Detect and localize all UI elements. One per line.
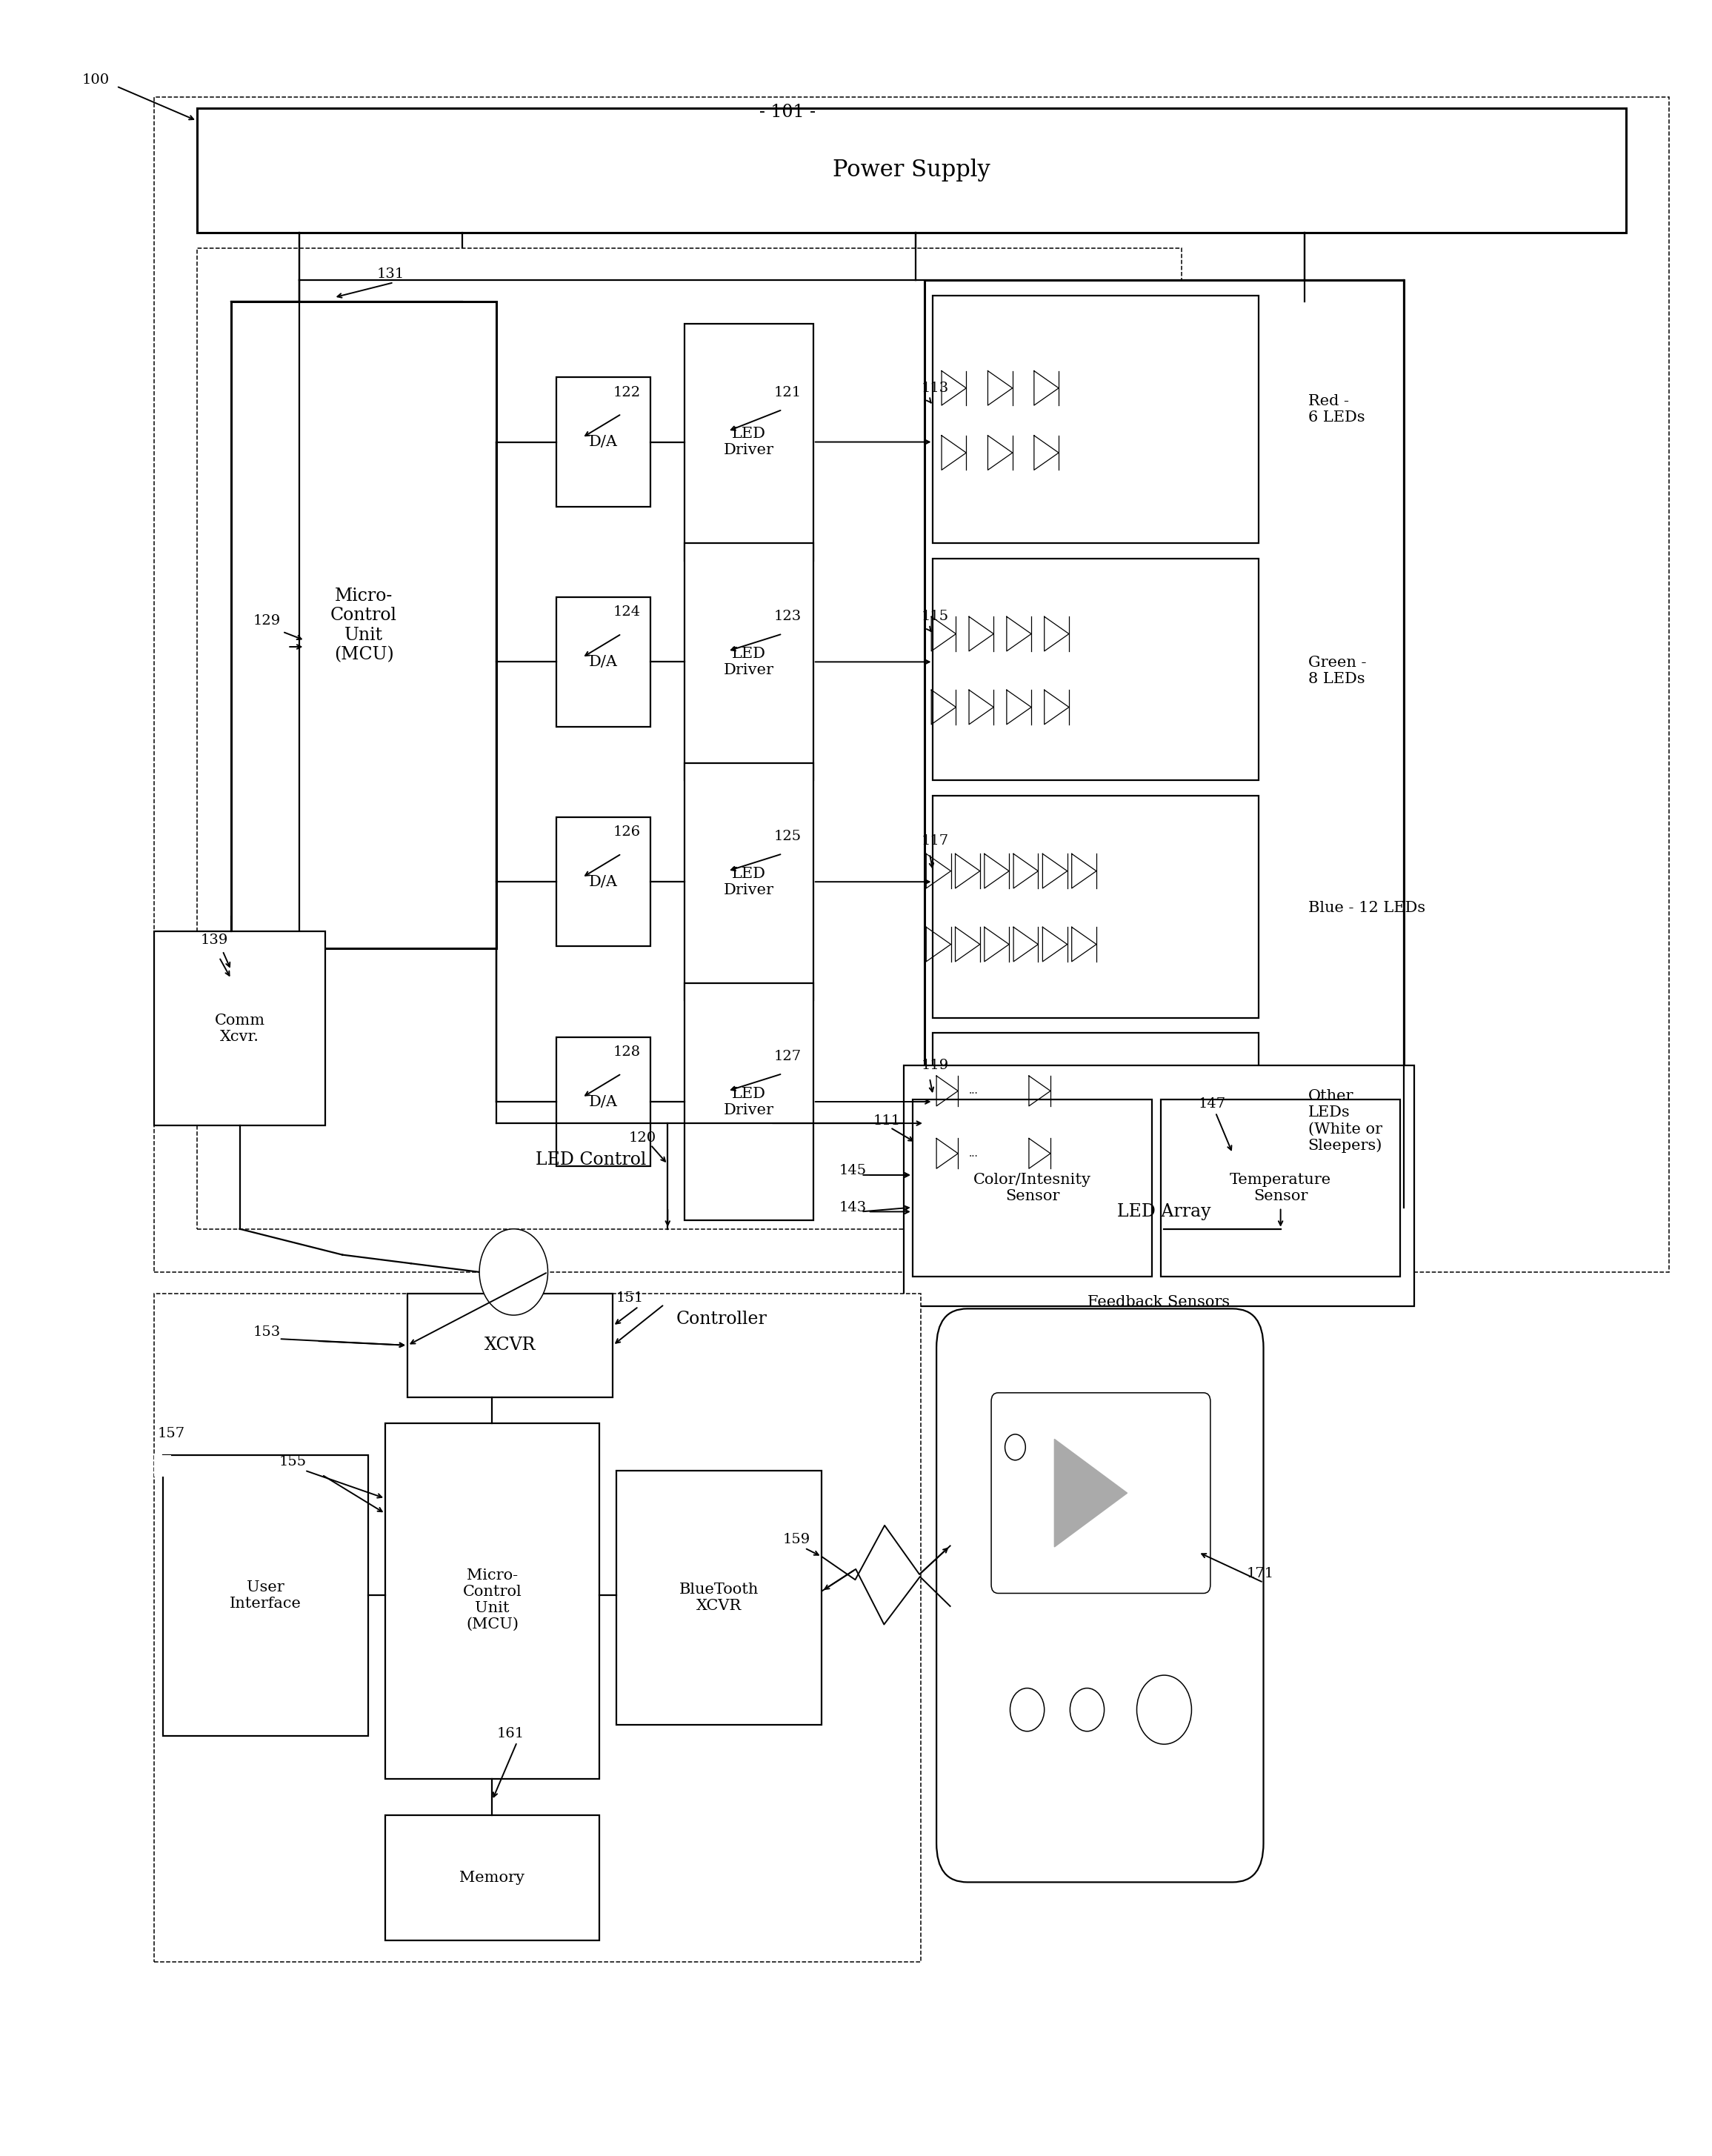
Text: Power Supply: Power Supply	[832, 160, 991, 181]
Circle shape	[1005, 1434, 1025, 1460]
Text: BlueTooth
XCVR: BlueTooth XCVR	[680, 1583, 758, 1613]
Text: D/A: D/A	[589, 436, 618, 448]
FancyBboxPatch shape	[936, 1309, 1263, 1882]
Text: LED
Driver: LED Driver	[724, 427, 774, 457]
FancyBboxPatch shape	[385, 1815, 599, 1940]
Text: 171: 171	[1246, 1567, 1274, 1580]
Text: Red -
6 LEDs: Red - 6 LEDs	[1308, 395, 1364, 425]
Text: 139: 139	[200, 934, 228, 946]
FancyBboxPatch shape	[933, 558, 1258, 780]
Text: 120: 120	[628, 1132, 656, 1145]
Text: Comm
Xcvr.: Comm Xcvr.	[214, 1013, 265, 1044]
Polygon shape	[1055, 1440, 1126, 1548]
FancyBboxPatch shape	[685, 763, 813, 1000]
Text: 147: 147	[1198, 1097, 1226, 1110]
Text: 131: 131	[377, 267, 404, 280]
Text: ...: ...	[969, 1149, 979, 1158]
Text: Micro-
Control
Unit
(MCU): Micro- Control Unit (MCU)	[462, 1567, 522, 1632]
FancyBboxPatch shape	[924, 280, 1404, 1229]
Text: 122: 122	[613, 386, 640, 399]
FancyBboxPatch shape	[154, 931, 325, 1125]
Text: Feedback Sensors: Feedback Sensors	[1087, 1296, 1231, 1309]
Text: 124: 124	[613, 606, 640, 619]
FancyBboxPatch shape	[154, 1294, 921, 1962]
Text: 159: 159	[782, 1533, 810, 1546]
Circle shape	[479, 1229, 548, 1315]
Text: D/A: D/A	[589, 655, 618, 668]
Text: Memory: Memory	[459, 1871, 526, 1884]
Text: Other
LEDs
(White or
Sleepers): Other LEDs (White or Sleepers)	[1308, 1089, 1382, 1153]
Text: 161: 161	[496, 1727, 524, 1740]
Text: Blue - 12 LEDs: Blue - 12 LEDs	[1308, 901, 1424, 914]
Text: 117: 117	[921, 834, 948, 847]
Text: 127: 127	[774, 1050, 801, 1063]
Text: 121: 121	[774, 386, 801, 399]
FancyBboxPatch shape	[154, 97, 1669, 1272]
Text: 143: 143	[839, 1201, 866, 1214]
Text: XCVR: XCVR	[484, 1337, 536, 1354]
FancyBboxPatch shape	[1161, 1100, 1400, 1276]
Text: LED
Driver: LED Driver	[724, 647, 774, 677]
Text: 115: 115	[921, 610, 948, 623]
FancyBboxPatch shape	[933, 295, 1258, 543]
Text: 125: 125	[774, 830, 801, 843]
FancyBboxPatch shape	[556, 1037, 651, 1166]
Text: Temperature
Sensor: Temperature Sensor	[1229, 1173, 1332, 1203]
Text: Micro-
Control
Unit
(MCU): Micro- Control Unit (MCU)	[330, 586, 397, 664]
Circle shape	[1137, 1675, 1192, 1744]
FancyBboxPatch shape	[154, 1455, 171, 1477]
Text: 155: 155	[279, 1455, 306, 1468]
FancyBboxPatch shape	[556, 597, 651, 727]
Text: 111: 111	[873, 1115, 901, 1128]
FancyBboxPatch shape	[556, 817, 651, 946]
Text: 129: 129	[253, 614, 281, 627]
FancyBboxPatch shape	[163, 1455, 368, 1736]
Text: LED
Driver: LED Driver	[724, 867, 774, 897]
Text: Green -
8 LEDs: Green - 8 LEDs	[1308, 655, 1366, 686]
FancyBboxPatch shape	[933, 796, 1258, 1018]
FancyBboxPatch shape	[385, 1423, 599, 1779]
Text: 119: 119	[921, 1059, 948, 1072]
Text: - 101 -: - 101 -	[760, 103, 815, 121]
Text: 128: 128	[613, 1046, 640, 1059]
FancyBboxPatch shape	[231, 302, 496, 949]
FancyBboxPatch shape	[197, 248, 1181, 1229]
Circle shape	[1010, 1688, 1044, 1731]
Text: 126: 126	[613, 826, 640, 839]
Text: ...: ...	[969, 1087, 979, 1095]
FancyBboxPatch shape	[556, 377, 651, 507]
FancyBboxPatch shape	[616, 1470, 822, 1725]
Text: D/A: D/A	[589, 1095, 618, 1108]
Text: LED Control: LED Control	[536, 1151, 645, 1169]
FancyBboxPatch shape	[685, 323, 813, 561]
Circle shape	[1070, 1688, 1104, 1731]
FancyBboxPatch shape	[912, 1100, 1152, 1276]
FancyBboxPatch shape	[197, 108, 1626, 233]
Text: 113: 113	[921, 382, 948, 395]
Text: 151: 151	[616, 1291, 644, 1304]
Text: User
Interface: User Interface	[229, 1580, 301, 1611]
FancyBboxPatch shape	[904, 1065, 1414, 1307]
Text: Controller: Controller	[676, 1311, 767, 1328]
Text: LED
Driver: LED Driver	[724, 1087, 774, 1117]
Text: 153: 153	[253, 1326, 281, 1339]
Text: Color/Intesnity
Sensor: Color/Intesnity Sensor	[974, 1173, 1091, 1203]
Text: 123: 123	[774, 610, 801, 623]
Text: 100: 100	[82, 73, 110, 86]
FancyBboxPatch shape	[991, 1393, 1210, 1593]
Text: LED Array: LED Array	[1118, 1203, 1210, 1220]
FancyBboxPatch shape	[685, 543, 813, 780]
FancyBboxPatch shape	[685, 983, 813, 1220]
Text: D/A: D/A	[589, 875, 618, 888]
FancyBboxPatch shape	[407, 1294, 613, 1397]
Text: 145: 145	[839, 1164, 866, 1177]
FancyBboxPatch shape	[933, 1033, 1258, 1212]
Text: 157: 157	[158, 1427, 185, 1440]
